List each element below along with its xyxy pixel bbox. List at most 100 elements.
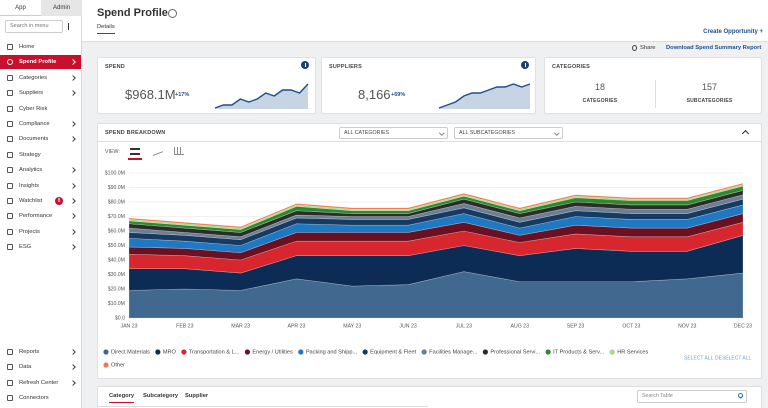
legend-label[interactable]: Professional Servi...	[490, 349, 540, 355]
view-label: VIEW:	[105, 149, 120, 155]
suppliers-label: SUPPLIERS	[329, 64, 362, 70]
menu-item[interactable]: Compliance	[0, 117, 81, 131]
menu-icon	[7, 182, 13, 189]
menu-icon	[7, 151, 13, 158]
menu-icon	[7, 198, 13, 204]
menu-label: Strategy	[19, 151, 41, 158]
chevron	[70, 379, 76, 386]
subcategory-count-label: SUBCATEGORIES	[686, 98, 733, 104]
select-all[interactable]: SELECT ALL	[684, 355, 714, 361]
menu-item[interactable]: Analytics	[0, 163, 81, 177]
x-tick-label: NOV 23	[678, 323, 697, 329]
create-opportunity[interactable]: Create Opportunity +	[703, 29, 763, 35]
chevron	[70, 349, 76, 355]
legend-label[interactable]: Direct Materials	[111, 349, 150, 355]
menu-icon	[7, 121, 13, 127]
table-panel: Category Subcategory Supplier Search Tab…	[97, 386, 762, 408]
legend-label[interactable]: Packing and Shipp...	[306, 349, 358, 355]
y-tick-label: $50.0M	[108, 243, 125, 249]
y-tick-label: $10.0M	[108, 301, 125, 307]
share-button[interactable]: Share	[640, 45, 656, 51]
legend-swatch	[181, 349, 187, 355]
legend-label[interactable]: IT Products & Serv...	[553, 349, 605, 355]
legend-label[interactable]: HR Services	[617, 349, 648, 355]
collapse-icon[interactable]	[68, 23, 76, 30]
admin-tab[interactable]: Admin	[41, 0, 82, 16]
supplier-tab[interactable]: Supplier	[185, 393, 209, 399]
subcategory-tab[interactable]: Subcategory	[143, 393, 179, 399]
menu-item[interactable]: Suppliers	[0, 86, 81, 100]
y-tick-label: $80.0M	[108, 199, 125, 205]
category-tab[interactable]: Category	[109, 393, 135, 403]
legend-label[interactable]: MRO	[163, 349, 177, 355]
subcategory-filter[interactable]: ALL SUBCATEGORIES	[454, 127, 563, 139]
details-tab[interactable]: Details	[97, 24, 115, 34]
download-report[interactable]: Download Spend Summary Report	[666, 45, 762, 51]
more-icon[interactable]	[168, 9, 177, 18]
legend-swatch	[155, 349, 161, 355]
y-tick-label: $30.0M	[108, 272, 125, 278]
active-view-underline	[128, 158, 142, 160]
menu-icon	[7, 90, 13, 97]
menu-item[interactable]: ESG	[0, 240, 81, 254]
x-tick-label: APR 23	[288, 323, 306, 329]
menu-label: Reports	[19, 349, 40, 355]
menu-icon	[7, 59, 13, 66]
app-tab[interactable]: App	[0, 0, 41, 16]
legend-label[interactable]: Other	[111, 362, 125, 368]
x-tick-label: OCT 23	[622, 323, 640, 329]
table-search[interactable]: Search Table	[637, 390, 747, 403]
menu-icon	[7, 167, 13, 174]
menu-label: Projects	[19, 228, 40, 235]
chevron	[70, 364, 76, 371]
x-tick-label: AUG 23	[511, 323, 530, 329]
top-bar: Spend Profile Details Create Opportunity…	[82, 0, 768, 42]
category-filter[interactable]: ALL CATEGORIES	[339, 127, 448, 139]
x-tick-label: MAR 23	[231, 323, 250, 329]
search-icon[interactable]	[738, 393, 743, 398]
menu-label: Refresh Center	[19, 379, 59, 386]
menu-item[interactable]: Documents	[0, 132, 81, 146]
menu-item[interactable]: Watchlist 8	[0, 194, 81, 208]
menu-item[interactable]: Performance	[0, 209, 81, 223]
info-icon[interactable]	[521, 61, 529, 69]
legend-label[interactable]: Transportation & L...	[189, 349, 240, 355]
chevron	[70, 59, 76, 66]
menu-item[interactable]: Data	[0, 360, 81, 374]
chevron	[70, 182, 76, 189]
sparkline-area	[439, 84, 530, 109]
menu-item[interactable]: Strategy	[0, 148, 81, 162]
y-tick-label: $70.0M	[108, 214, 125, 220]
legend-label[interactable]: Energy / Utilities	[252, 349, 293, 355]
menu-label: Documents	[19, 136, 49, 143]
deselect-all[interactable]: DESELECT ALL	[715, 355, 752, 361]
area-view-icon[interactable]	[130, 148, 140, 155]
menu-icon	[7, 379, 13, 386]
menu-item[interactable]: Connectors	[0, 391, 81, 405]
menu-item[interactable]: Categories	[0, 71, 81, 85]
legend-swatch	[421, 349, 427, 355]
legend-label[interactable]: Facilities Manage...	[429, 349, 478, 355]
menu-item[interactable]: Insights	[0, 179, 81, 193]
menu-item[interactable]: Home	[0, 40, 81, 54]
menu-icon	[7, 136, 13, 143]
menu-item[interactable]: Refresh Center	[0, 376, 81, 390]
panel-header	[98, 124, 761, 142]
chevron	[70, 167, 76, 174]
menu-item[interactable]: Spend Profile	[0, 55, 81, 70]
x-tick-label: JUL 23	[456, 323, 472, 329]
panel-title: SPEND BREAKDOWN	[105, 130, 166, 136]
menu-search[interactable]: Search in menu	[5, 20, 63, 33]
menu-item[interactable]: Reports	[0, 345, 81, 359]
chevron	[70, 90, 76, 97]
menu-item[interactable]: Projects	[0, 225, 81, 239]
info-icon[interactable]	[301, 61, 309, 69]
spend-card: SPEND $968.1M +17%	[97, 57, 316, 114]
y-tick-label: $40.0M	[108, 257, 125, 263]
menu-item[interactable]: Cyber Risk	[0, 102, 81, 116]
bar-view-icon[interactable]	[174, 147, 184, 155]
legend-label[interactable]: Equipment & Fleet	[370, 349, 416, 355]
subcategory-count: 157	[701, 82, 718, 92]
menu-label: ESG	[19, 244, 32, 251]
